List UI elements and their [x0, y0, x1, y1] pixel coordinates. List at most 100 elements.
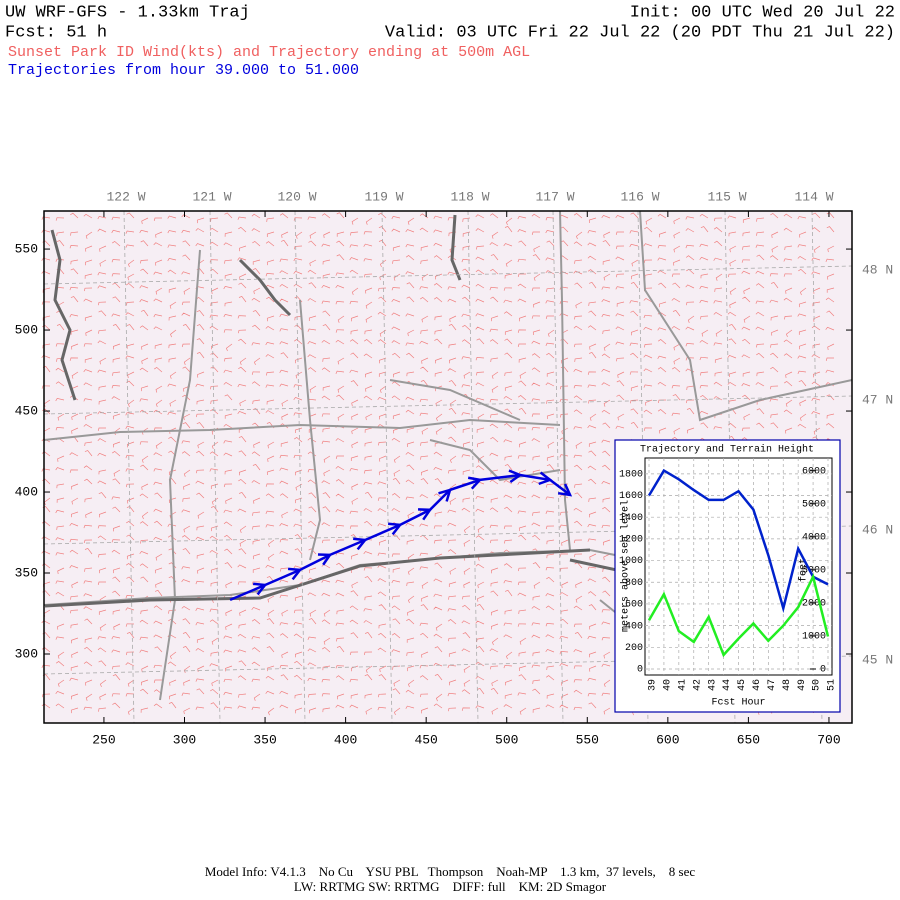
coastline	[44, 548, 591, 608]
map-frame	[43, 210, 853, 724]
trajectory-arrow	[252, 582, 268, 596]
meridian	[467, 210, 479, 724]
border	[429, 439, 561, 482]
y-tick-label: 1400	[619, 513, 643, 524]
coastline	[238, 258, 292, 317]
inset-frame	[614, 439, 841, 713]
y2-tick-label: 4000	[802, 532, 826, 543]
longitude-label: 114 W	[794, 189, 833, 204]
y-tick-label: 500	[15, 322, 38, 337]
y2-tick-label: 2000	[802, 599, 826, 610]
x-tick-label: 51	[827, 679, 838, 691]
y-tick-label: 300	[15, 646, 38, 661]
x-tick-label: 44	[722, 679, 733, 691]
longitude-label: 121 W	[192, 189, 231, 204]
init-time: Init: 00 UTC Wed 20 Jul 22	[630, 3, 895, 22]
y-tick-label: 400	[15, 484, 38, 499]
border	[159, 249, 201, 701]
x-tick-label: 250	[92, 732, 115, 747]
meridian	[552, 210, 564, 724]
y-tick-label: 450	[15, 403, 38, 418]
trajectory-arrow	[287, 567, 303, 581]
x-tick-label: 45	[737, 679, 748, 691]
x-tick-label: 46	[752, 679, 763, 691]
x-tick-label: 49	[797, 679, 808, 691]
y-tick-label: 0	[637, 665, 643, 676]
x-tick-label: 50	[812, 679, 823, 691]
line-series	[647, 573, 830, 658]
x-tick-label: 500	[495, 732, 518, 747]
trajectory-range: Trajectories from hour 39.000 to 51.000	[8, 62, 359, 79]
border	[389, 379, 521, 421]
x-tick-label: 400	[334, 732, 357, 747]
latitude-label: 45 N	[862, 652, 893, 667]
x-tick-label: 40	[663, 679, 674, 691]
parallel	[43, 395, 853, 415]
x-tick-label: 300	[173, 732, 196, 747]
y-tick-label: 400	[625, 621, 643, 632]
y-tick-label: 1200	[619, 535, 643, 546]
coastline	[450, 214, 462, 281]
meridian	[294, 210, 306, 724]
y2-tick-label: 1000	[802, 632, 826, 643]
coastline	[50, 229, 77, 401]
y-tick-label: 350	[15, 565, 38, 580]
meridian	[811, 210, 823, 724]
subtitle: Sunset Park ID Wind(kts) and Trajectory …	[8, 44, 530, 61]
inset-title: Trajectory and Terrain Height	[640, 444, 814, 456]
latitude-label: 47 N	[862, 392, 893, 407]
y2-tick-label: 3000	[802, 566, 826, 577]
trajectory-arrow	[353, 537, 368, 551]
longitude-label: 119 W	[364, 189, 403, 204]
longitude-label: 115 W	[707, 189, 746, 204]
border	[559, 210, 571, 551]
x-tick-label: 41	[677, 679, 688, 691]
trajectory-arrow	[388, 522, 403, 536]
y2-tick-label: 6000	[802, 466, 826, 477]
y-tick-label: 1000	[619, 556, 643, 567]
footer-line: LW: RRTMG SW: RRTMG DIFF: full KM: 2D Sm…	[294, 879, 607, 894]
border	[299, 299, 322, 561]
x-tick-label: 350	[253, 732, 276, 747]
valid-time: Valid: 03 UTC Fri 22 Jul 22 (20 PDT Thu …	[385, 23, 895, 42]
latitude-label: 46 N	[862, 522, 893, 537]
x-tick-label: 700	[817, 732, 840, 747]
x-tick-label: 43	[707, 679, 718, 691]
y2-tick-label: 5000	[802, 499, 826, 510]
trajectory-arrow	[418, 508, 433, 521]
x-axis-label: Fcst Hour	[711, 698, 765, 709]
x-tick-label: 550	[576, 732, 599, 747]
y-tick-label: 200	[625, 643, 643, 654]
trajectory-arrow	[317, 553, 333, 566]
trajectory-arrow	[557, 483, 573, 497]
trajectory-arrow	[508, 469, 523, 484]
forecast-hour: Fcst: 51 h	[5, 23, 107, 42]
x-tick-label: 47	[767, 679, 778, 691]
y-tick-label: 800	[625, 578, 643, 589]
meridian	[123, 210, 135, 724]
x-tick-label: 48	[782, 679, 793, 691]
trajectory-arrow	[467, 476, 483, 490]
border	[43, 418, 561, 441]
x-tick-label: 42	[692, 679, 703, 691]
parallel	[43, 265, 853, 285]
y2-tick-label: 0	[820, 665, 826, 676]
longitude-label: 117 W	[535, 189, 574, 204]
y-axis-label: meters above sea level	[620, 500, 632, 632]
meridian	[724, 210, 736, 724]
trajectory-arrow	[438, 488, 452, 502]
line-series	[647, 468, 829, 614]
y-tick-label: 550	[15, 242, 38, 257]
x-tick-label: 600	[656, 732, 679, 747]
longitude-label: 122 W	[106, 189, 145, 204]
latitude-label: 48 N	[862, 262, 893, 277]
trajectory	[229, 473, 571, 602]
x-tick-label: 650	[737, 732, 760, 747]
trajectory-arrow	[538, 471, 553, 486]
meridian	[209, 210, 221, 724]
border	[639, 210, 853, 422]
y-tick-label: 1600	[619, 491, 643, 502]
y-tick-label: 1800	[619, 469, 643, 480]
y-tick-label: 600	[625, 600, 643, 611]
